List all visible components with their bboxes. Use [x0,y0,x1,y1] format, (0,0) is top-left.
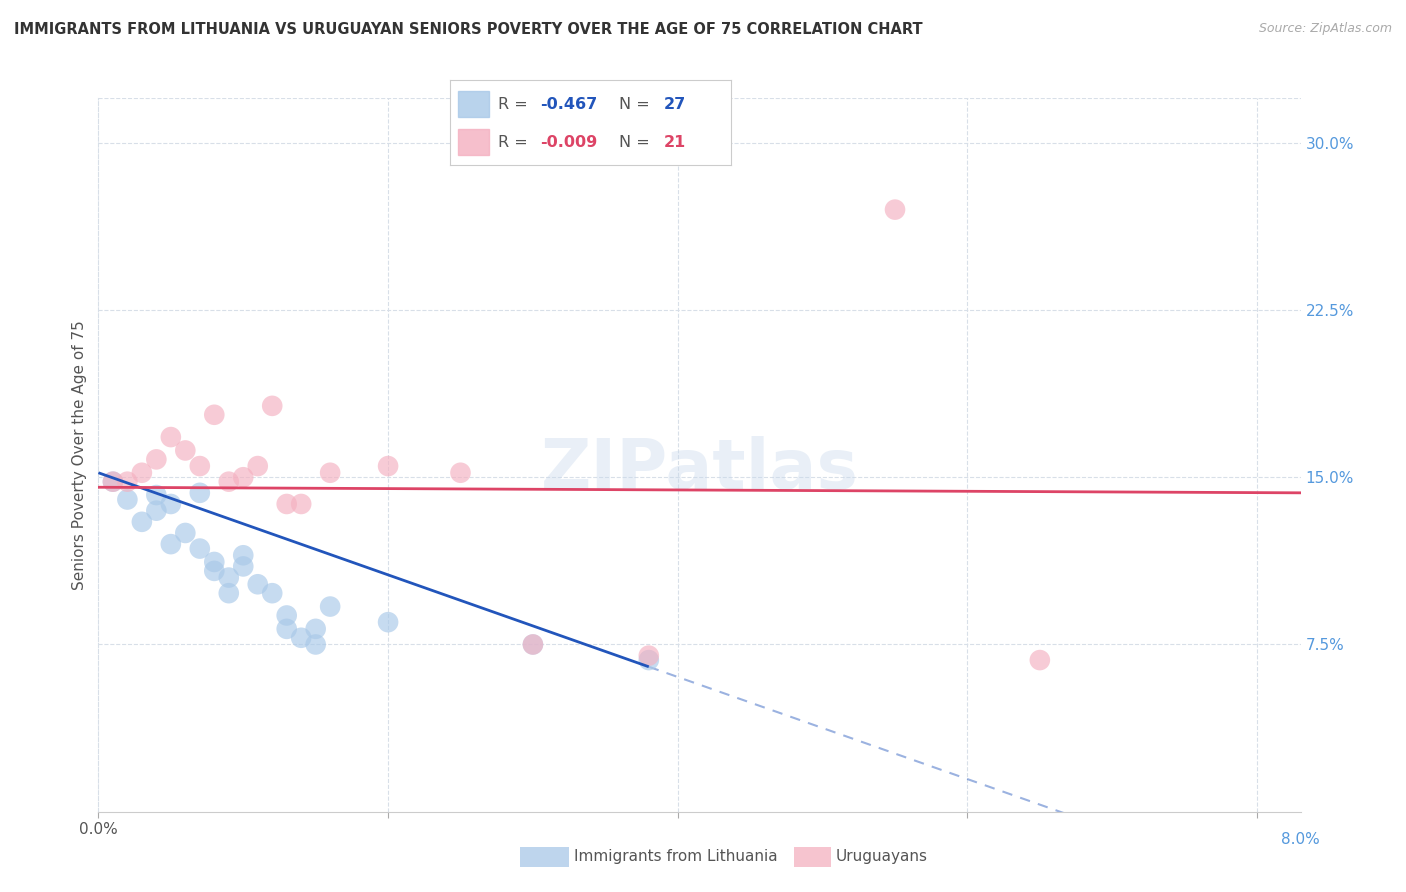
Point [290,497,312,511]
Y-axis label: Seniors Poverty Over the Age of 75: Seniors Poverty Over the Age of 75 [72,320,87,590]
Text: -0.009: -0.009 [540,135,598,150]
Text: ZIPatlas: ZIPatlas [540,435,859,503]
Text: 27: 27 [664,96,686,112]
Point [202,564,225,578]
Point [450,466,472,480]
Point [305,622,328,636]
Point [377,615,399,630]
Bar [458,91,489,117]
Point [262,586,284,600]
Point [160,430,183,444]
Point [246,459,269,474]
Point [637,653,659,667]
Point [174,526,197,541]
Point [522,637,544,651]
Point [218,571,240,585]
Point [1029,653,1052,667]
Point [160,537,183,551]
Point [637,648,659,663]
Text: N =: N = [619,135,655,150]
Point [276,497,298,511]
Point [884,202,907,217]
Point [218,586,240,600]
Text: R =: R = [498,96,533,112]
Text: Source: ZipAtlas.com: Source: ZipAtlas.com [1258,22,1392,36]
Point [522,637,544,651]
Text: -0.467: -0.467 [540,96,598,112]
Point [377,459,399,474]
Point [232,559,254,574]
Point [188,541,211,556]
Point [188,459,211,474]
Text: Immigrants from Lithuania: Immigrants from Lithuania [574,849,778,863]
Point [145,503,167,517]
Point [202,408,225,422]
Point [319,599,342,614]
Point [101,475,124,489]
Text: 21: 21 [664,135,686,150]
Point [145,452,167,467]
Point [232,470,254,484]
Point [160,497,183,511]
Point [290,631,312,645]
Point [276,622,298,636]
Point [202,555,225,569]
Point [131,515,153,529]
Text: IMMIGRANTS FROM LITHUANIA VS URUGUAYAN SENIORS POVERTY OVER THE AGE OF 75 CORREL: IMMIGRANTS FROM LITHUANIA VS URUGUAYAN S… [14,22,922,37]
Point [174,443,197,458]
Point [117,492,139,507]
Point [101,475,124,489]
Point [145,488,167,502]
Point [218,475,240,489]
Point [232,548,254,563]
Text: N =: N = [619,96,655,112]
Point [319,466,342,480]
Text: 8.0%: 8.0% [1281,831,1320,847]
Point [262,399,284,413]
Bar [458,129,489,155]
Point [246,577,269,591]
Text: R =: R = [498,135,533,150]
Point [117,475,139,489]
Text: Uruguayans: Uruguayans [835,849,927,863]
Point [305,637,328,651]
Point [131,466,153,480]
Point [276,608,298,623]
Point [188,485,211,500]
